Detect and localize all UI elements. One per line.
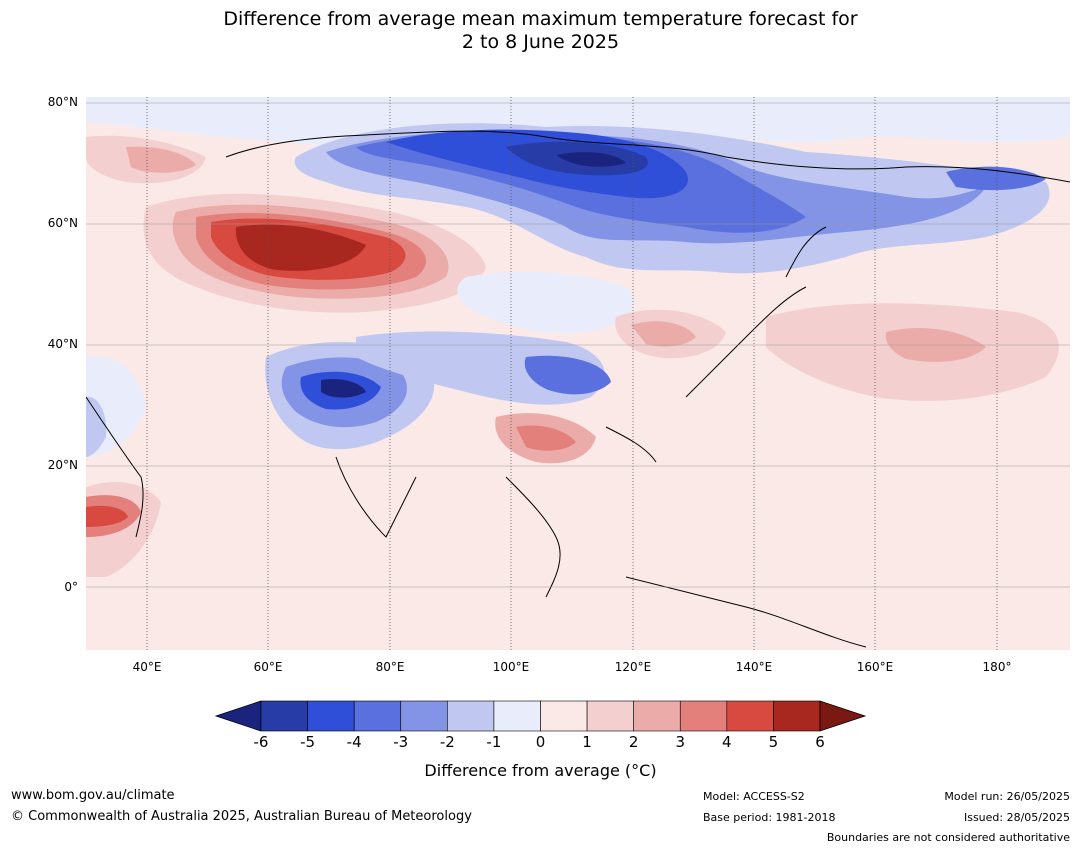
meridian-gridlines bbox=[146, 97, 998, 650]
website-link[interactable]: www.bom.gov.au/climate bbox=[11, 788, 175, 803]
colorbar-tick-label: 2 bbox=[628, 733, 639, 751]
lon-label-160e: 160°E bbox=[856, 660, 894, 674]
colorbar-segment bbox=[307, 700, 355, 732]
title-line-2: 2 to 8 June 2025 bbox=[461, 31, 620, 53]
lat-label-60n: 60°N bbox=[47, 216, 78, 230]
colorbar-tick-label: -6 bbox=[253, 733, 269, 751]
arabia-cooler-patch bbox=[86, 396, 107, 457]
colorbar-extend-high bbox=[819, 700, 867, 732]
colorbar-tick-label: 4 bbox=[722, 733, 732, 751]
colorbar-extend-low bbox=[214, 700, 262, 732]
lat-label-80n: 80°N bbox=[47, 95, 78, 109]
colorbar-segment bbox=[586, 700, 634, 732]
korea-warmer-region bbox=[631, 321, 696, 347]
tibet-coldest-core bbox=[321, 379, 366, 398]
west-russia-warmer-patch bbox=[126, 146, 196, 173]
lat-label-0: 0° bbox=[64, 580, 78, 594]
siberia-extreme-cold-core bbox=[556, 152, 626, 167]
model-run-date: Model run: 26/05/2025 bbox=[944, 790, 1070, 803]
boundaries-disclaimer: Boundaries are not considered authoritat… bbox=[826, 831, 1070, 844]
lon-label-180: 180° bbox=[982, 660, 1012, 674]
colorbar-tick-label: 6 bbox=[815, 733, 825, 751]
colorbar-segment bbox=[353, 700, 402, 732]
colorbar-segment bbox=[726, 700, 774, 732]
colorbar-tick-label: 1 bbox=[582, 733, 592, 751]
coastlines bbox=[86, 130, 1070, 648]
colorbar-tick-label: -1 bbox=[486, 733, 502, 751]
se-asia-warmer-patch bbox=[516, 425, 576, 451]
colorbar-segment bbox=[773, 700, 821, 732]
colorbar-segment bbox=[260, 700, 308, 732]
lon-label-140e: 140°E bbox=[735, 660, 773, 674]
map-canvas bbox=[86, 97, 1070, 650]
colorbar-segment bbox=[400, 700, 448, 732]
colorbar-tick-label: -5 bbox=[300, 733, 316, 751]
far-east-cold-spot bbox=[946, 166, 1046, 191]
colorbar-tick-label: -2 bbox=[439, 733, 455, 751]
colorbar-segment bbox=[447, 700, 495, 732]
issued-date: Issued: 28/05/2025 bbox=[963, 811, 1070, 824]
colorbar-tick-label: -3 bbox=[393, 733, 409, 751]
mongolia-cool-band bbox=[457, 271, 634, 334]
model-name: Model: ACCESS-S2 bbox=[703, 790, 805, 803]
colorbar-tick-label: 3 bbox=[675, 733, 686, 751]
colorbar-segments bbox=[214, 700, 867, 732]
parallel-gridlines bbox=[86, 102, 1070, 588]
base-period: Base period: 1981-2018 bbox=[703, 811, 836, 824]
temperature-anomaly-map bbox=[86, 97, 1070, 650]
colorbar-tick-label: -4 bbox=[346, 733, 362, 751]
colorbar-segment bbox=[679, 700, 728, 732]
colorbar-segment bbox=[493, 700, 541, 732]
colorbar-label: Difference from average (°C) bbox=[424, 761, 657, 780]
china-cold-patch bbox=[524, 355, 611, 395]
lon-label-60e: 60°E bbox=[253, 660, 283, 674]
arctic-cool-band bbox=[86, 97, 1070, 147]
colorbar-segment bbox=[633, 700, 681, 732]
lon-label-120e: 120°E bbox=[614, 660, 652, 674]
horn-of-africa-hot bbox=[86, 505, 128, 527]
lon-label-100e: 100°E bbox=[492, 660, 530, 674]
lon-label-40e: 40°E bbox=[132, 660, 162, 674]
copyright-notice: © Commonwealth of Australia 2025, Austra… bbox=[11, 809, 472, 824]
lat-label-20n: 20°N bbox=[47, 458, 78, 472]
colorbar-tick-label: 0 bbox=[535, 733, 546, 751]
colorbar-tick-label: 5 bbox=[768, 733, 779, 751]
lat-label-40n: 40°N bbox=[47, 337, 78, 351]
colorbar-segment bbox=[540, 700, 588, 732]
title-line-1: Difference from average mean maximum tem… bbox=[223, 8, 858, 30]
lon-label-80e: 80°E bbox=[375, 660, 405, 674]
map-title: Difference from average mean maximum tem… bbox=[0, 8, 1081, 54]
